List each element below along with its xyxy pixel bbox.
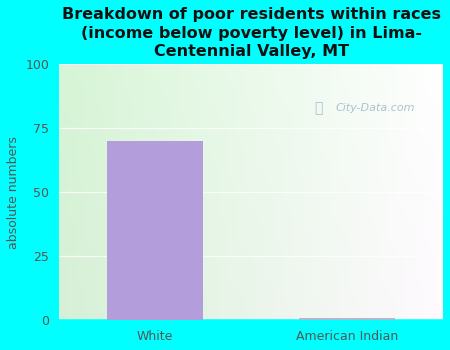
Text: ⌕: ⌕ [315, 101, 323, 115]
Y-axis label: absolute numbers: absolute numbers [7, 136, 20, 249]
Title: Breakdown of poor residents within races
(income below poverty level) in Lima-
C: Breakdown of poor residents within races… [62, 7, 441, 59]
Bar [299, 318, 395, 320]
Text: City-Data.com: City-Data.com [336, 103, 415, 113]
Bar [107, 141, 203, 320]
